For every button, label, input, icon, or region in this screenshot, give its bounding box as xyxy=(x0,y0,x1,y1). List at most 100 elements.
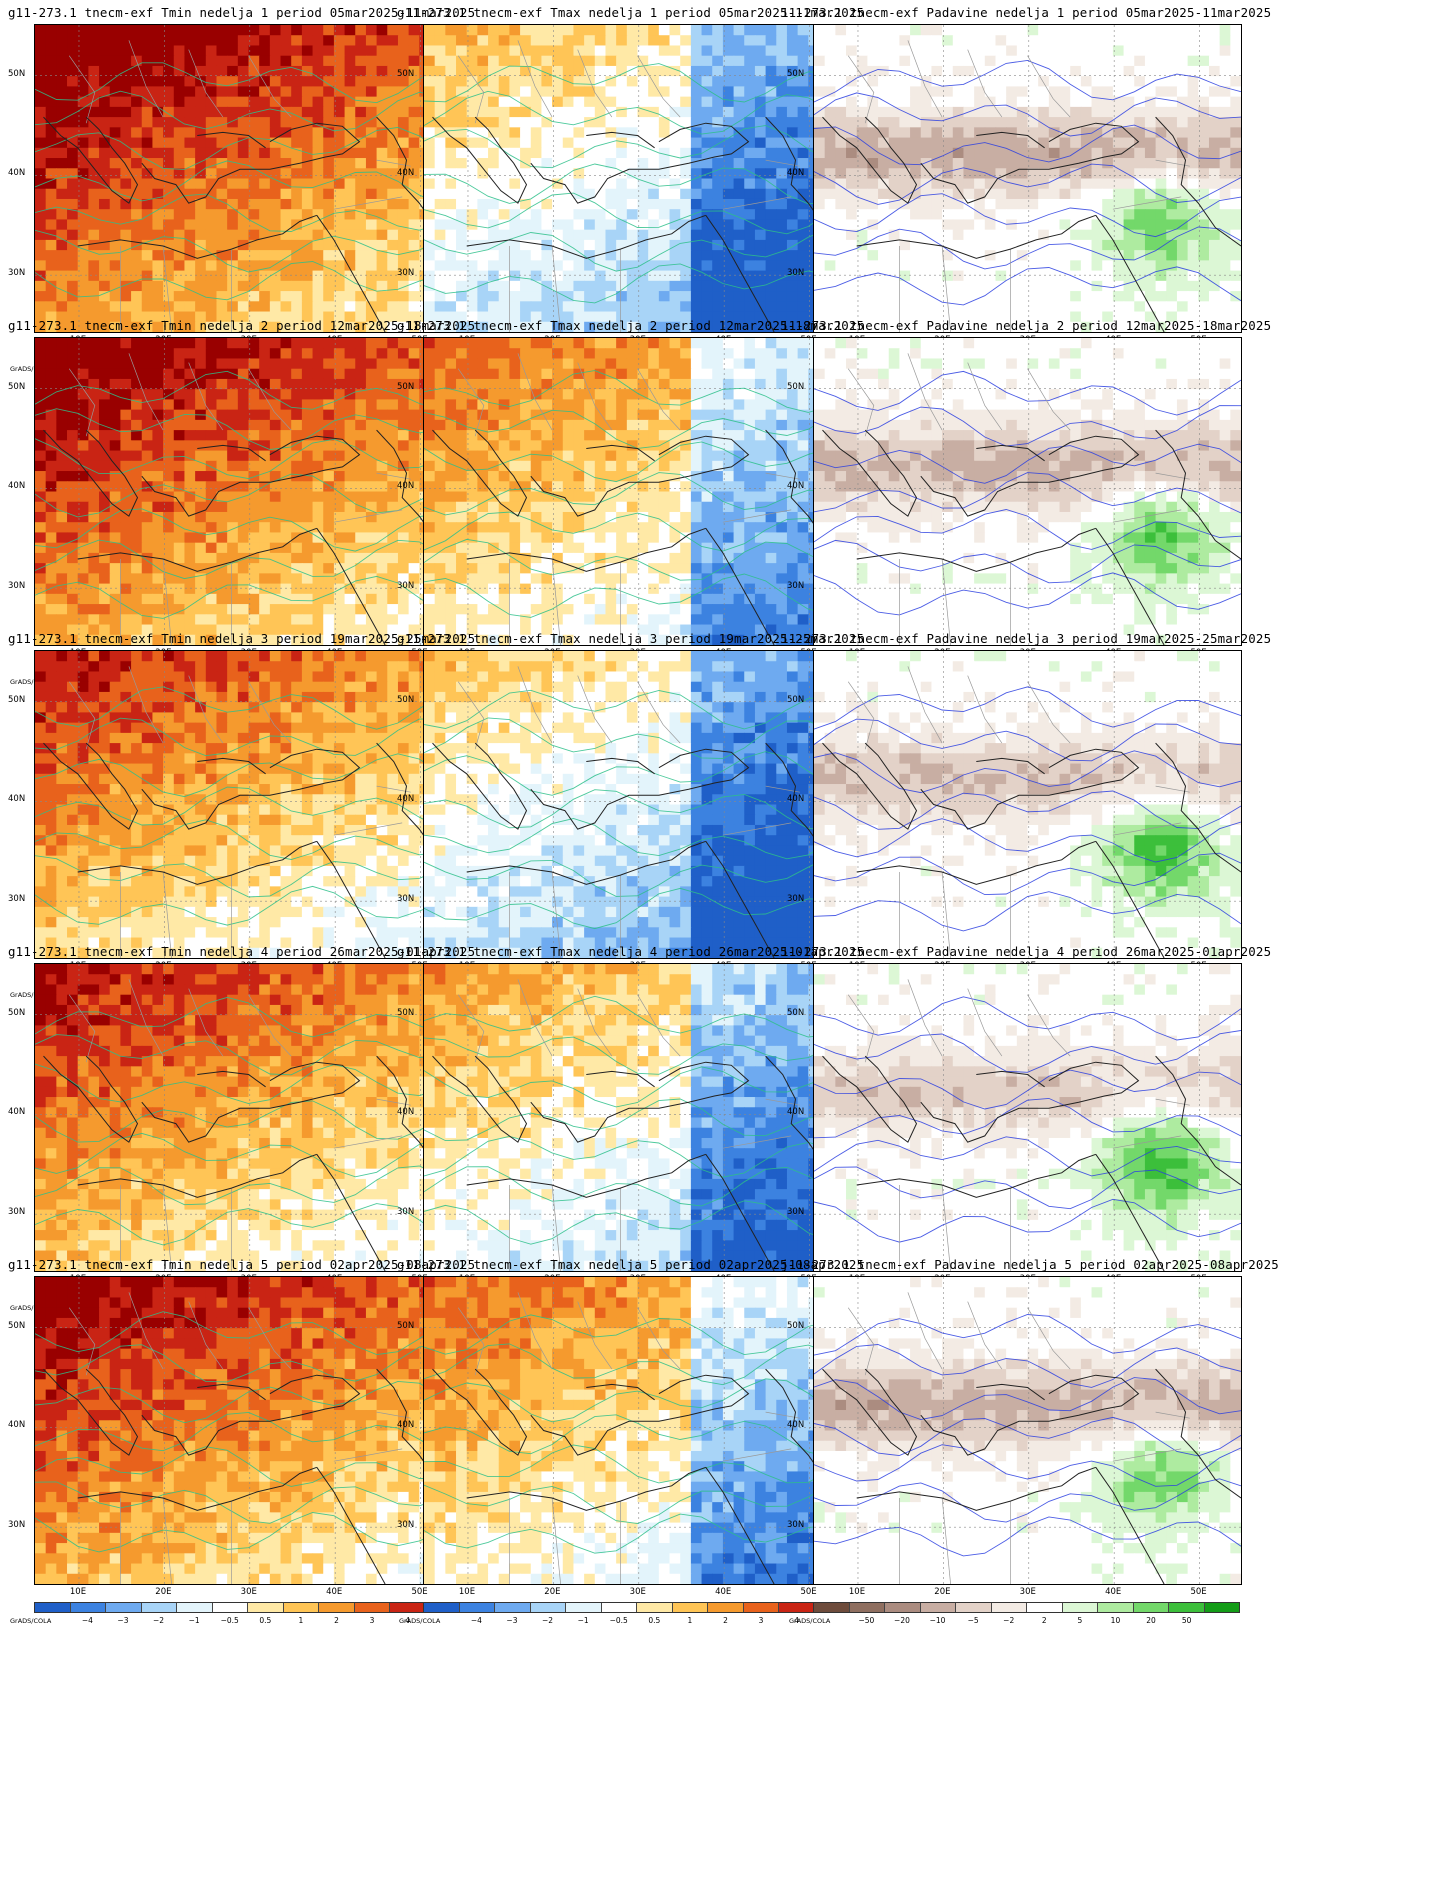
colorbar-tick-label: 4 xyxy=(405,1616,411,1625)
lat-label: 50N xyxy=(8,381,26,392)
lat-label: 40N xyxy=(8,168,26,179)
lat-label: 30N xyxy=(8,1520,26,1531)
lat-label: 50N xyxy=(787,1007,805,1018)
colorbar-tick-label: 20 xyxy=(1146,1616,1156,1625)
lat-label: 50N xyxy=(8,694,26,705)
lat-label: 40N xyxy=(787,168,805,179)
panel-title: g11-273.1 tnecm-exf Tmax nedelja 3 perio… xyxy=(397,631,865,646)
map-panel-5: g11-273.1 tnecm-exf Tmax nedelja 2 perio… xyxy=(397,318,865,690)
lat-label: 50N xyxy=(787,381,805,392)
tmin-anomaly-map xyxy=(34,1276,463,1585)
colorbar-swatch xyxy=(248,1603,284,1612)
lat-label: 40N xyxy=(787,1107,805,1118)
lat-label: 30N xyxy=(397,1207,415,1218)
colorbar-tick-label: 2 xyxy=(723,1616,728,1625)
colorbar xyxy=(423,1602,850,1613)
lon-label: 30E xyxy=(240,1587,257,1597)
panel-title: g11-273.1 tnecm-exf Tmin nedelja 4 perio… xyxy=(8,944,476,959)
lat-label: 30N xyxy=(8,268,26,279)
colorbar-tick-label: −2 xyxy=(1003,1616,1015,1625)
colorbar-tick-label: −2 xyxy=(542,1616,554,1625)
colorbar-tick-label: 0.5 xyxy=(259,1616,272,1625)
colorbar xyxy=(813,1602,1240,1613)
colorbar-tick-label: −1 xyxy=(188,1616,200,1625)
map-panel-13: g11-273.1 tnecm-exf Tmin nedelja 5 perio… xyxy=(8,1257,476,1629)
grads-credit: GrADS/COLA xyxy=(10,991,52,999)
map-panel-8: g11-273.1 tnecm-exf Tmax nedelja 3 perio… xyxy=(397,631,865,1003)
colorbar-tick-label: 2 xyxy=(1041,1616,1047,1625)
map-panel-3: 11-273.1 tnecm-exf Padavine nedelja 1 pe… xyxy=(781,5,1271,377)
panel-title: 11-273.1 tnecm-exf Padavine nedelja 1 pe… xyxy=(781,5,1272,20)
colorbar-tick-label: 50 xyxy=(1181,1616,1192,1625)
colorbar-swatch xyxy=(637,1603,673,1612)
colorbar-tick-label: −2 xyxy=(153,1616,165,1625)
lat-label: 50N xyxy=(397,1007,415,1018)
colorbar-tick-label: −5 xyxy=(967,1616,979,1625)
panel-title: g11-273.1 tnecm-exf Tmin nedelja 2 perio… xyxy=(8,318,476,333)
colorbar-swatch xyxy=(495,1603,531,1612)
lat-label: 40N xyxy=(397,1420,415,1431)
colorbar-tick-label: 1 xyxy=(298,1616,304,1625)
lon-label: 30E xyxy=(629,1587,646,1597)
lon-label: 50E xyxy=(800,1587,817,1597)
grads-credit: GrADS/COLA xyxy=(10,678,52,686)
colorbar-swatch xyxy=(319,1603,355,1612)
lon-label: 30E xyxy=(1019,1587,1036,1597)
lat-label: 40N xyxy=(787,1420,805,1431)
colorbar-tick-label: −1 xyxy=(577,1616,589,1625)
lat-label: 50N xyxy=(8,1007,26,1018)
lon-label: 20E xyxy=(155,1587,172,1597)
lon-label: 40E xyxy=(1105,1587,1122,1597)
colorbar-tick-label: 2 xyxy=(334,1616,339,1625)
colorbar-swatch xyxy=(1204,1603,1239,1612)
grads-credit: GrADS/COLA xyxy=(399,1617,441,1625)
lon-label: 50E xyxy=(1190,1587,1207,1597)
panel-title: g11-273.1 tnecm-exf Tmax nedelja 5 perio… xyxy=(397,1257,865,1272)
lon-label: 50E xyxy=(411,1587,428,1597)
colorbar-swatch xyxy=(743,1603,779,1612)
colorbar-tick-label: −3 xyxy=(117,1616,129,1625)
colorbar-tick-label: −10 xyxy=(929,1616,946,1625)
lat-label: 30N xyxy=(787,268,805,279)
grads-credit: GrADS/COLA xyxy=(789,1617,831,1625)
colorbar-tick-label: 4 xyxy=(794,1616,800,1625)
map-panel-9: 11-273.1 tnecm-exf Padavine nedelja 3 pe… xyxy=(781,631,1271,1003)
lat-label: 40N xyxy=(787,481,805,492)
lat-label: 30N xyxy=(8,581,26,592)
lat-label: 40N xyxy=(8,481,26,492)
colorbar-swatch xyxy=(35,1603,71,1612)
precip-anomaly-map xyxy=(813,963,1242,1272)
map-panel-6: 11-273.1 tnecm-exf Padavine nedelja 2 pe… xyxy=(781,318,1271,690)
colorbar-swatch xyxy=(601,1603,637,1612)
colorbar-swatch xyxy=(459,1603,495,1612)
lat-label: 30N xyxy=(397,894,415,905)
lat-label: 50N xyxy=(397,694,415,705)
lat-label: 50N xyxy=(8,68,26,79)
colorbar-swatch xyxy=(1027,1603,1063,1612)
panel-title: g11-273.1 tnecm-exf Tmax nedelja 4 perio… xyxy=(397,944,865,959)
tmax-anomaly-map xyxy=(423,337,852,646)
panel-title: g11-273.1 tnecm-exf Tmax nedelja 2 perio… xyxy=(397,318,865,333)
colorbar-swatch xyxy=(814,1603,850,1612)
precip-anomaly-map xyxy=(813,650,1242,959)
colorbar-tick-label: −0.5 xyxy=(609,1616,628,1625)
lat-label: 30N xyxy=(787,581,805,592)
lat-label: 50N xyxy=(787,1320,805,1331)
colorbar-tick-label: −50 xyxy=(858,1616,875,1625)
colorbar-tick-label: −4 xyxy=(81,1616,93,1625)
colorbar-tick-label: 3 xyxy=(758,1616,764,1625)
lat-label: 40N xyxy=(397,168,415,179)
colorbar-swatch xyxy=(1133,1603,1169,1612)
lon-label: 20E xyxy=(544,1587,561,1597)
precip-anomaly-map xyxy=(813,337,1242,646)
colorbar-swatch xyxy=(70,1603,106,1612)
panel-title: g11-273.1 tnecm-exf Tmin nedelja 5 perio… xyxy=(8,1257,476,1272)
colorbar-swatch xyxy=(1062,1603,1098,1612)
lat-label: 40N xyxy=(397,794,415,805)
lat-label: 40N xyxy=(787,794,805,805)
panel-title: g11-273.1 tnecm-exf Tmax nedelja 1 perio… xyxy=(397,5,865,20)
lat-label: 50N xyxy=(787,694,805,705)
colorbar-tick-label: 10 xyxy=(1110,1616,1121,1625)
map-panel-15: j11-273.1 tnecm-exf Padavine nedelja 5 p… xyxy=(781,1257,1279,1629)
lat-label: 50N xyxy=(787,68,805,79)
